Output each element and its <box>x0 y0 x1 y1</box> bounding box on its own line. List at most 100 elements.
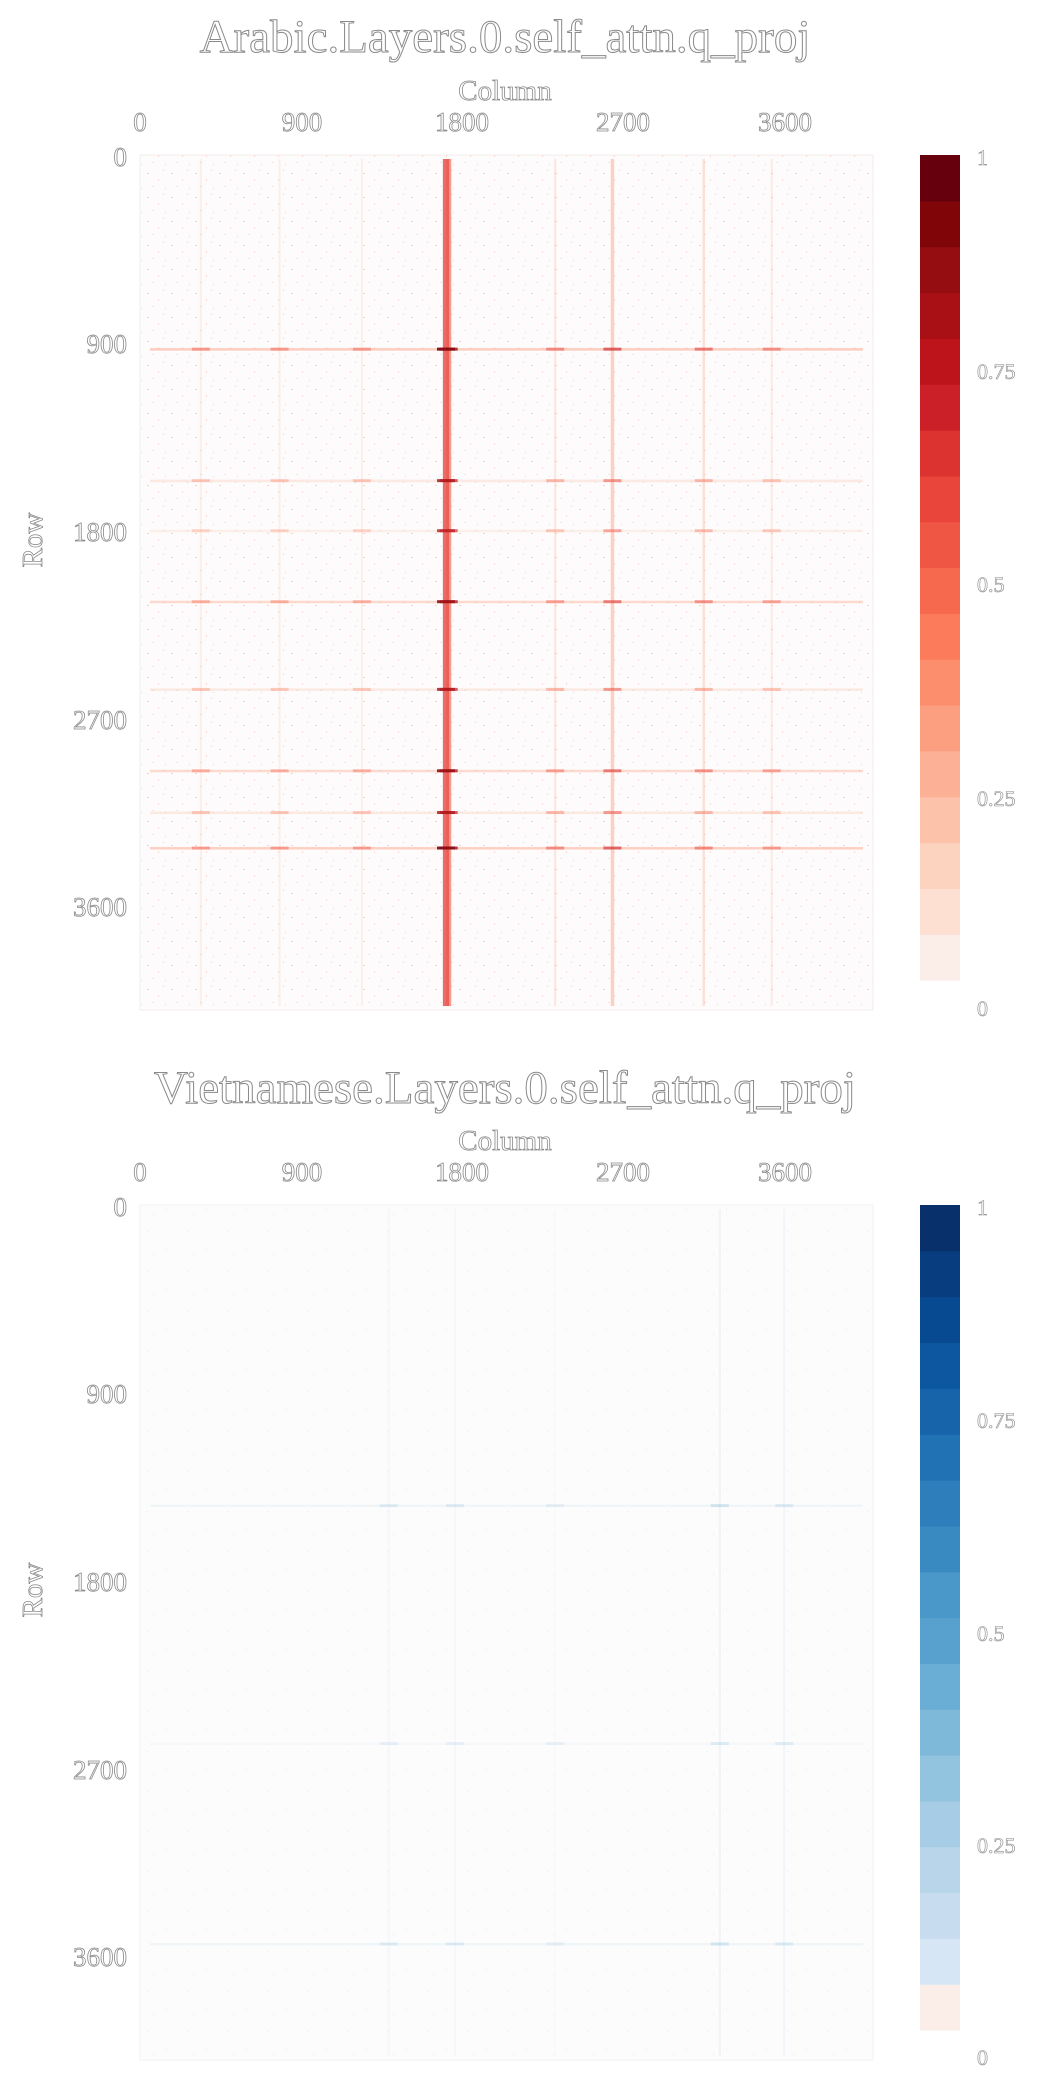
heatmap-hotspot <box>270 529 289 533</box>
colorbar-segment <box>920 613 960 660</box>
x-tick-label: 1800 <box>435 1157 489 1187</box>
x-tick-label: 900 <box>282 107 323 137</box>
heatmap-plot-area <box>139 154 874 1011</box>
heatmap-hotspot <box>694 479 713 483</box>
y-tick-label: 0 <box>114 1192 128 1222</box>
heatmap-hotspot <box>775 1942 794 1946</box>
heatmap-hotspot <box>191 347 210 351</box>
heatmap-hotspot <box>546 769 565 773</box>
colorbar-segment <box>920 659 960 706</box>
heatmap-hotspot <box>191 529 210 533</box>
heatmap-column-streak <box>610 159 615 1006</box>
heatmap-column-streak <box>770 159 773 1006</box>
heatmap-hotspot <box>762 769 781 773</box>
x-tick-label: 1800 <box>435 107 489 137</box>
heatmap-column-streak <box>278 159 281 1006</box>
colorbar-segment <box>920 1938 960 1985</box>
heatmap-hotspot <box>439 846 458 850</box>
colorbar-segment <box>920 1296 960 1344</box>
heatmap-hotspot <box>710 1504 729 1508</box>
heatmap-panel-vietnamese: Vietnamese.Layers.0.self_attn.q_proj Col… <box>17 1062 1016 2071</box>
heatmap-hotspot <box>762 846 781 850</box>
colorbar-tick-label: 0.25 <box>977 1833 1016 1858</box>
heatmap-hotspot <box>445 1942 464 1946</box>
heatmap-hotspot <box>270 347 289 351</box>
heatmap-hotspot <box>762 529 781 533</box>
colorbar-tick-label: 0 <box>977 996 988 1021</box>
heatmap-row-streak <box>150 1504 863 1508</box>
heatmap-hotspot <box>546 600 565 604</box>
colorbar-segment <box>920 521 960 569</box>
colorbar-tick-label: 1 <box>977 1195 988 1220</box>
heatmap-hotspot <box>694 811 713 815</box>
colorbar-segment <box>920 155 960 202</box>
heatmap-hotspot <box>445 1504 464 1508</box>
heatmap-hotspot <box>694 769 713 773</box>
x-tick-label: 900 <box>282 1157 323 1187</box>
y-tick-label: 0 <box>114 142 128 172</box>
colorbar-segment <box>920 750 960 798</box>
heatmap-column-streak <box>199 159 202 1006</box>
colorbar-segment <box>920 1846 960 1894</box>
heatmap-hotspot <box>352 769 371 773</box>
colorbar-segment <box>920 796 960 844</box>
heatmap-hotspot <box>270 811 289 815</box>
heatmap-hotspot <box>439 529 458 533</box>
heatmap-hotspot <box>603 529 622 533</box>
heatmap-hotspot <box>546 687 565 691</box>
colorbar <box>920 1205 960 2031</box>
colorbar-segment <box>920 200 960 248</box>
colorbar-segment <box>920 338 960 385</box>
heatmap-row-streak <box>150 1742 863 1746</box>
heatmap-row-streak <box>150 479 863 483</box>
colorbar-tick-labels: 1 0.75 0.5 0.25 0 <box>977 1195 1016 2071</box>
heatmap-hotspot <box>270 479 289 483</box>
chart-title: Vietnamese.Layers.0.self_attn.q_proj <box>154 1062 856 1114</box>
heatmap-column-streak <box>360 159 363 1006</box>
heatmap-hotspot <box>603 687 622 691</box>
y-tick-label: 2700 <box>73 1755 127 1785</box>
y-tick-labels: 0 900 1800 2700 3600 <box>73 142 128 923</box>
heatmap-hotspot <box>762 347 781 351</box>
colorbar-segment <box>920 1663 960 1710</box>
x-tick-label: 3600 <box>758 1157 812 1187</box>
heatmap-hotspot <box>379 1742 398 1746</box>
colorbar-segment <box>920 246 960 294</box>
colorbar-tick-label: 0 <box>977 2045 988 2070</box>
heatmap-hotspot <box>694 846 713 850</box>
heatmap-hotspot <box>270 846 289 850</box>
heatmap-hotspot <box>352 687 371 691</box>
heatmap-column-streak <box>453 1209 456 2056</box>
colorbar-segment <box>920 1250 960 1298</box>
heatmap-plot-area <box>139 1204 874 2061</box>
heatmap-speckle <box>140 155 873 1010</box>
heatmap-hotspot <box>191 811 210 815</box>
colorbar-segment <box>920 1480 960 1527</box>
colorbar-segment <box>920 1892 960 1939</box>
heatmap-hotspot <box>439 769 458 773</box>
heatmap-hotspot <box>439 479 458 483</box>
chart-title: Arabic.Layers.0.self_attn.q_proj <box>200 11 811 63</box>
heatmap-column-streak <box>702 159 705 1006</box>
colorbar-segment <box>920 842 960 889</box>
x-tick-label: 0 <box>133 107 147 137</box>
heatmap-hotspot <box>270 687 289 691</box>
colorbar-segment <box>920 934 960 981</box>
x-tick-label: 3600 <box>758 107 812 137</box>
heatmap-hotspot <box>546 479 565 483</box>
colorbar-segment <box>920 705 960 752</box>
heatmap-hotspot <box>546 529 565 533</box>
colorbar-tick-label: 0.5 <box>977 1621 1005 1646</box>
heatmap-hotspot <box>191 479 210 483</box>
heatmap-row-streak <box>150 847 863 850</box>
colorbar-segment <box>920 384 960 431</box>
heatmap-column-streak <box>554 1209 557 2056</box>
heatmap-hotspot <box>710 1942 729 1946</box>
heatmap-hotspot <box>694 347 713 351</box>
heatmap-hotspot <box>379 1504 398 1508</box>
heatmap-hotspot <box>546 1942 565 1946</box>
colorbar-segment <box>920 1342 960 1389</box>
colorbar-segment <box>920 1800 960 1848</box>
y-tick-label: 900 <box>87 1379 128 1409</box>
